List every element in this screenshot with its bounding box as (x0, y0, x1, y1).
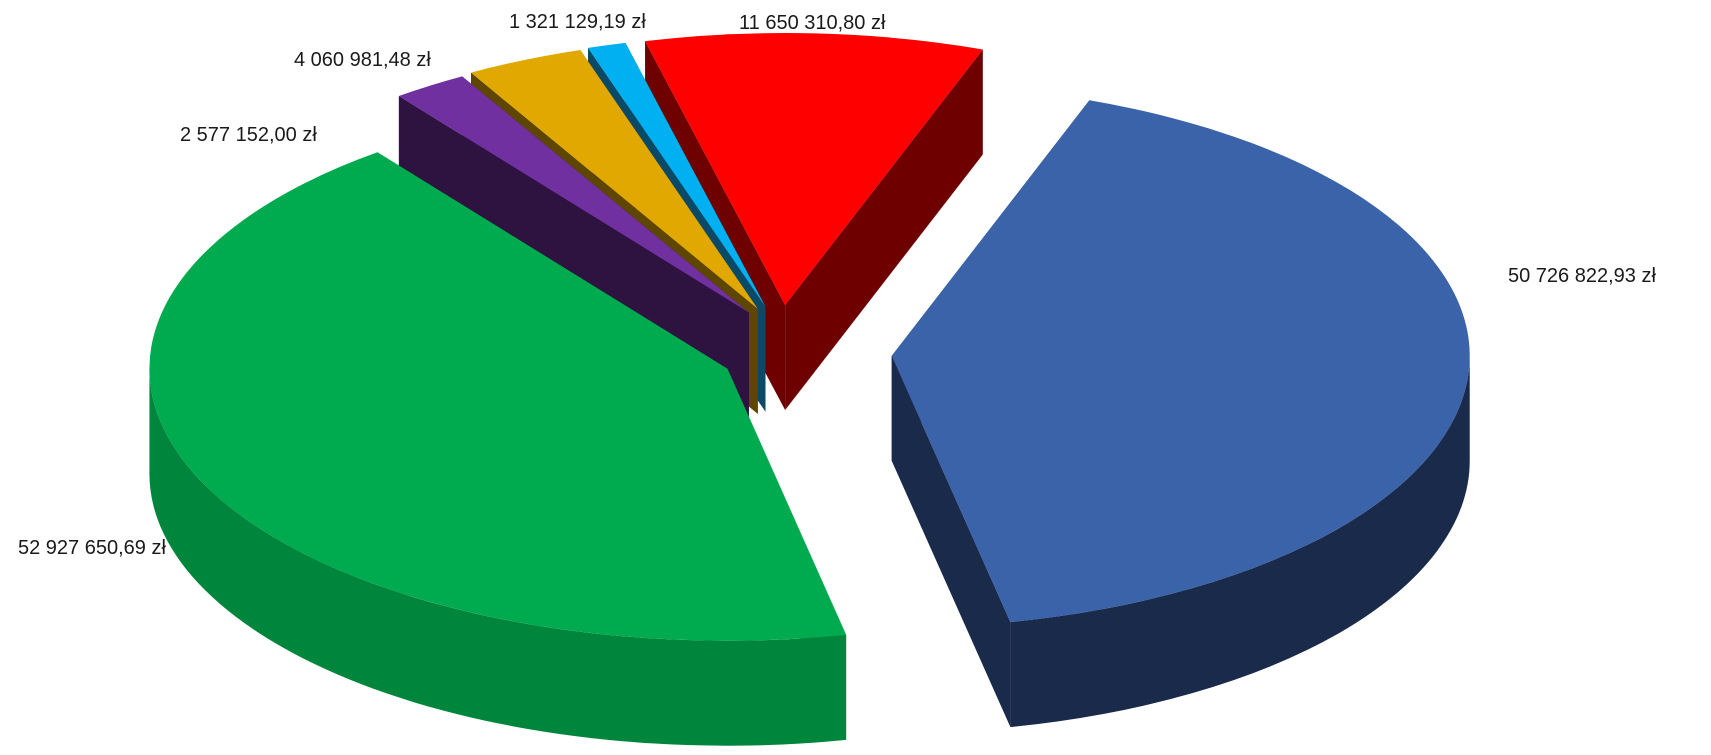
slice-top-blue (891, 100, 1470, 623)
slice-top-purple (398, 76, 749, 313)
slice-label-yellow: 4 060 981,48 zł (294, 49, 431, 71)
slice-side-blue (1010, 355, 1470, 728)
slice-labels: 50 726 822,93 zł 52 927 650,69 zł 2 577 … (18, 11, 1656, 559)
slice-top-yellow (471, 49, 758, 309)
slice-label-blue: 50 726 822,93 zł (1508, 265, 1656, 287)
slice-tops (149, 33, 1470, 641)
slice-label-green: 52 927 650,69 zł (18, 537, 166, 559)
slice-top-green (149, 152, 847, 641)
slice-label-purple: 2 577 152,00 zł (180, 124, 317, 146)
slice-edge-red-1 (785, 49, 983, 411)
slice-top-cyan (588, 42, 766, 307)
slice-side-green (149, 368, 847, 746)
slice-edge-blue-1 (891, 355, 1011, 728)
slice-label-cyan: 1 321 129,19 zł (509, 11, 646, 33)
slice-label-red: 11 650 310,80 zł (739, 12, 886, 34)
slice-top-red (645, 33, 983, 306)
